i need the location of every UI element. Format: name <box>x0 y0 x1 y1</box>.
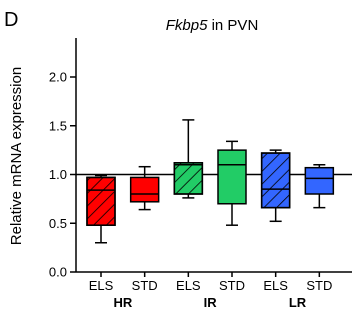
y-tick-label: 0.5 <box>49 216 67 231</box>
box-outline <box>260 152 291 209</box>
box-ir-std <box>217 140 247 226</box>
box-body <box>129 176 160 203</box>
y-tick-label: 1.5 <box>49 118 67 133</box>
box-hr-els <box>86 174 116 244</box>
x-tick-label: STD <box>132 278 158 293</box>
x-tick-label: STD <box>219 278 245 293</box>
y-tick-label: 1.0 <box>49 167 67 182</box>
chart-title-region: in PVN <box>207 17 258 34</box>
box-body <box>217 149 247 205</box>
plot-area <box>76 119 352 244</box>
box-lr-els <box>260 149 291 223</box>
box-outline <box>86 176 116 226</box>
x-tick-label: ELS <box>263 278 288 293</box>
box-hatching <box>261 153 290 208</box>
box-hr-std <box>129 165 160 211</box>
chart-title: Fkbp5 in PVN <box>166 17 259 34</box>
box-ir-els <box>173 119 204 199</box>
box-outline <box>173 162 204 195</box>
y-tick-label: 2.0 <box>49 70 67 85</box>
y-tick-label: 0.0 <box>49 265 67 280</box>
group-label-ir: IR <box>204 295 218 310</box>
box-body <box>304 166 335 195</box>
box-hatching <box>87 177 115 226</box>
group-label-lr: LR <box>289 295 307 310</box>
chart-title-gene: Fkbp5 <box>166 17 208 34</box>
x-tick-label: ELS <box>176 278 201 293</box>
box-hatching <box>174 162 203 194</box>
group-label-hr: HR <box>113 295 132 310</box>
x-tick-label: ELS <box>89 278 114 293</box>
x-tick-label: STD <box>306 278 332 293</box>
box-lr-std <box>304 164 335 209</box>
panel-label: D <box>4 9 18 31</box>
y-axis-label: Relative mRNA expression <box>8 67 25 245</box>
